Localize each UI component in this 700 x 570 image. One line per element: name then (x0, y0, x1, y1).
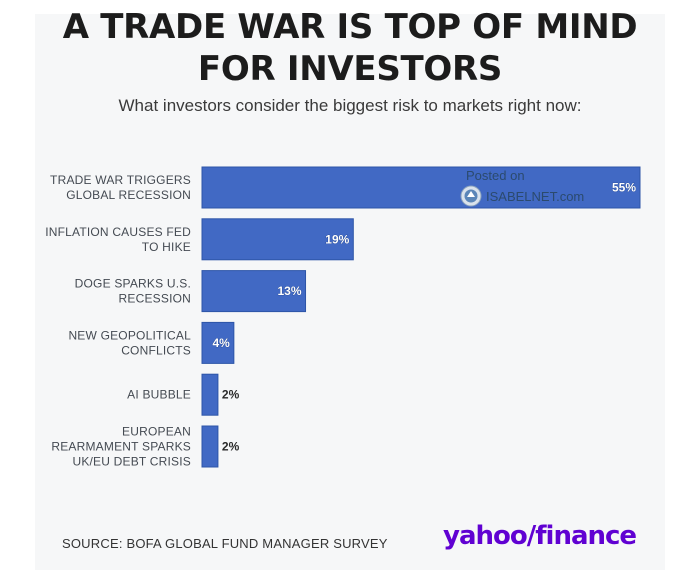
value-label-5: 2% (222, 440, 240, 454)
bar-3 (201, 321, 235, 364)
watermark-posted-on: Posted on (466, 168, 525, 183)
bar-1 (201, 218, 354, 261)
brand-finance: finance (535, 521, 637, 551)
isabelnet-watermark: Posted on ISABELNET.com (460, 168, 600, 207)
title-line-2: FOR INVESTORS (197, 49, 503, 89)
value-label-4: 2% (222, 388, 240, 402)
isabelnet-logo-icon (460, 185, 482, 207)
bar-2 (201, 270, 307, 313)
bar-0 (201, 166, 641, 209)
chart-panel (35, 14, 665, 570)
value-label-2: 13% (277, 284, 301, 298)
category-label-2: DOGE SPARKS U.S. RECESSION (75, 277, 191, 306)
category-label-0: TRADE WAR TRIGGERS GLOBAL RECESSION (50, 173, 191, 202)
chart-subtitle: What investors consider the biggest risk… (118, 96, 582, 115)
chart-title: A TRADE WAR IS TOP OF MIND FOR INVESTORS (0, 6, 700, 90)
value-label-0: 55% (612, 181, 636, 195)
source-note: SOURCE: BOFA GLOBAL FUND MANAGER SURVEY (62, 536, 388, 551)
brand-yahoo: yahoo (443, 521, 528, 551)
category-label-4: AI BUBBLE (127, 388, 191, 402)
bar-5 (201, 425, 219, 468)
category-label-5: EUROPEAN REARMAMENT SPARKS UK/EU DEBT CRIS… (51, 425, 191, 469)
value-label-1: 19% (325, 232, 349, 246)
bar-4 (201, 373, 219, 416)
watermark-site: ISABELNET.com (486, 188, 585, 204)
title-line-1: A TRADE WAR IS TOP OF MIND (62, 7, 638, 47)
category-label-3: NEW GEOPOLITICAL CONFLICTS (68, 328, 191, 357)
value-label-3: 4% (213, 336, 231, 350)
category-label-1: INFLATION CAUSES FED TO HIKE (45, 225, 191, 254)
brand-slash: / (526, 521, 536, 551)
yahoo-finance-logo: yahoo/finance (443, 521, 637, 551)
